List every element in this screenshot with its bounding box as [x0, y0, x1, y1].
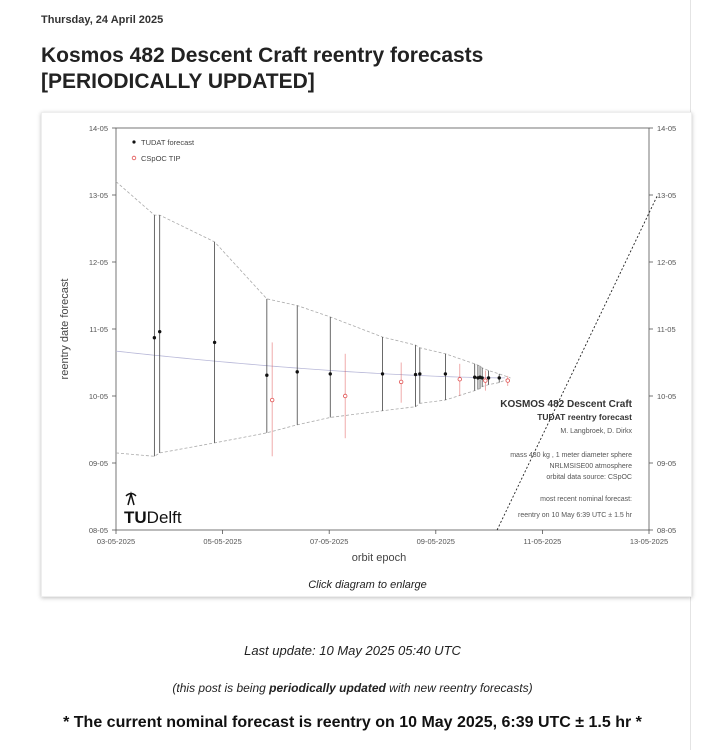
data-marks [152, 215, 510, 457]
reentry-forecast-chart[interactable]: 03-05-2025 05-05-2025 07-05-2025 09-05-2025… [42, 113, 693, 573]
tudelft-flame-icon [125, 491, 137, 506]
legend-label-cspoc: CSpOC TIP [141, 154, 180, 163]
y-tick-label-right: 12-05 [657, 258, 676, 267]
logo-tu: TU [124, 508, 147, 527]
y-tick-label: 08-05 [89, 526, 108, 535]
cspoc-point [457, 377, 462, 382]
logo-delft: Delft [147, 508, 182, 527]
epoch-equals-reentry-line [496, 196, 658, 531]
update-note: (this post is being periodically updated… [0, 681, 705, 695]
cspoc-point [269, 397, 275, 403]
y-tick-label: 13-05 [89, 191, 108, 200]
post-date-header: Thursday, 24 April 2025 [41, 14, 164, 26]
cspoc-point [398, 379, 404, 385]
tudat-point [480, 376, 484, 380]
trend-curve [115, 350, 506, 379]
axis-ticks: 03-05-2025 05-05-2025 07-05-2025 09-05-2025… [89, 124, 676, 546]
y-tick-label: 11-05 [89, 325, 108, 334]
x-tick-label: 03-05-2025 [97, 537, 135, 546]
post-title[interactable]: Kosmos 482 Descent Craft reentry forecas… [41, 44, 484, 93]
forecast-figure[interactable]: 03-05-2025 05-05-2025 07-05-2025 09-05-2025… [41, 112, 692, 597]
tudat-point [443, 372, 448, 376]
legend-marker-tudat [132, 140, 136, 144]
envelope-lower [115, 377, 511, 457]
forecast-envelope [115, 181, 511, 457]
y-tick-label-right: 11-05 [657, 325, 676, 334]
y-tick-label-right: 09-05 [657, 459, 676, 468]
y-tick-label: 10-05 [89, 392, 108, 401]
tudat-point [328, 372, 332, 376]
annotation-data-source: orbital data source: CSpOC [546, 474, 632, 481]
tudat-point [295, 370, 299, 374]
annotation-nominal-label: most recent nominal forecast: [540, 496, 632, 503]
y-tick-label: 14-05 [89, 124, 108, 133]
y-tick-label-right: 14-05 [657, 124, 676, 133]
y-axis-label: reentry date forecast [59, 279, 71, 380]
cspoc-point [505, 378, 510, 383]
tudat-point [497, 376, 501, 380]
tudat-point [413, 372, 418, 377]
y-tick-label-right: 08-05 [657, 526, 676, 535]
last-update: Last update: 10 May 2025 05:40 UTC [244, 643, 461, 658]
nominal-forecast: * The current nominal forecast is reentr… [63, 714, 642, 731]
envelope-upper [115, 181, 511, 379]
annotation-subtitle: TUDAT reentry forecast [537, 412, 632, 422]
annotation-nominal-value: reentry on 10 May 6:39 UTC ± 1.5 hr [518, 512, 633, 519]
legend: TUDAT forecast CSpOC TIP [131, 138, 195, 163]
tudat-point [486, 376, 491, 380]
tudat-point [380, 372, 385, 376]
cspoc-point [483, 378, 488, 383]
y-tick-label-right: 10-05 [657, 392, 676, 401]
annotation-block: KOSMOS 482 Descent Craft TUDAT reentry f… [500, 399, 632, 519]
note-emphasis: periodically updated [269, 681, 386, 695]
annotation-title: KOSMOS 482 Descent Craft [500, 399, 632, 410]
tudat-point [152, 336, 157, 340]
tudat-point [158, 329, 162, 334]
y-tick-label: 09-05 [89, 459, 108, 468]
tudat-point [212, 340, 217, 345]
legend-marker-cspoc [131, 155, 137, 161]
tudat-point [418, 372, 422, 376]
y-tick-label-right: 13-05 [657, 191, 676, 200]
annotation-mass: mass 480 kg , 1 meter diameter sphere [510, 452, 632, 459]
note-suffix: with new reentry forecasts) [385, 681, 533, 695]
x-tick-label: 11-05-2025 [523, 537, 561, 546]
tudelft-logo-text: TUDelft [124, 508, 182, 527]
annotation-authors: M. Langbroek, D. Dirkx [560, 428, 632, 435]
x-axis-label: orbit epoch [352, 552, 406, 564]
tudat-point [473, 375, 477, 379]
y-tick-label: 12-05 [89, 258, 108, 267]
x-tick-label: 13-05-2025 [630, 537, 668, 546]
legend-label-tudat: TUDAT forecast [141, 138, 195, 147]
x-tick-label: 07-05-2025 [310, 537, 348, 546]
annotation-atmosphere: NRLMSISE00 atmosphere [550, 463, 633, 470]
tudelft-logo: TUDelft [124, 491, 182, 527]
x-tick-label: 09-05-2025 [417, 537, 455, 546]
figure-caption: Click diagram to enlarge [308, 579, 427, 591]
note-prefix: (this post is being [172, 681, 270, 695]
cspoc-point [342, 393, 348, 399]
trend-line [115, 350, 506, 379]
tudat-point [265, 373, 269, 377]
x-tick-label: 05-05-2025 [203, 537, 241, 546]
orbit-epoch-diagonal [496, 196, 658, 531]
